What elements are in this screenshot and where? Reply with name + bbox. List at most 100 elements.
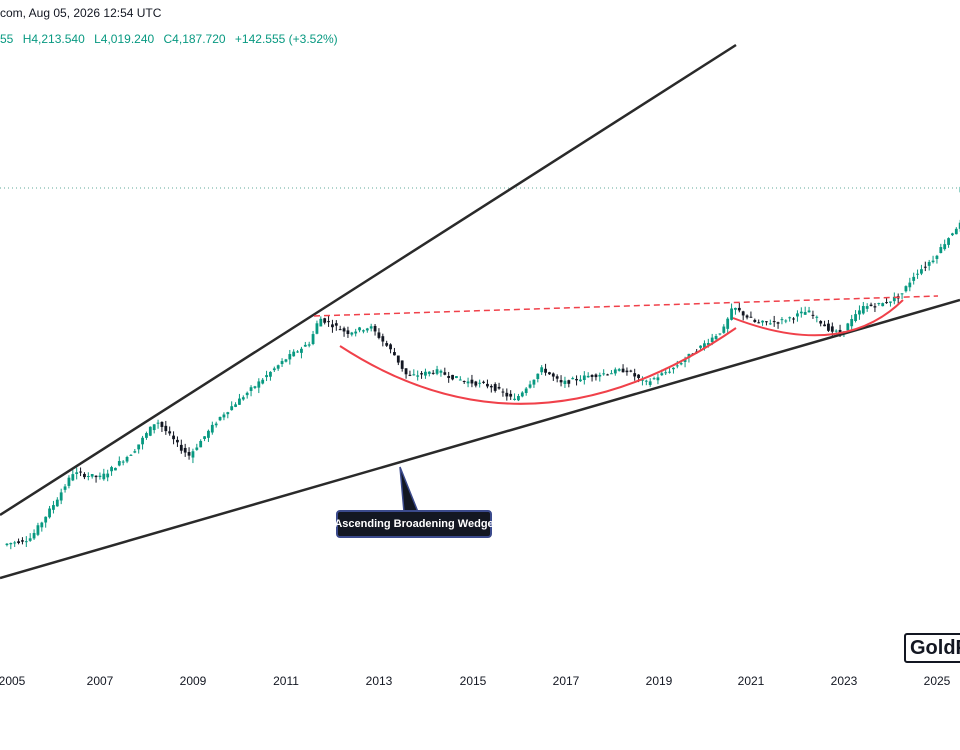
x-tick-label: 2017 xyxy=(553,674,580,688)
candle-body xyxy=(954,228,958,235)
candle-body xyxy=(617,369,621,371)
candle-body xyxy=(447,376,451,378)
candle-body xyxy=(606,374,609,376)
candle-body xyxy=(21,540,24,542)
candle-body xyxy=(803,312,807,315)
candle-body xyxy=(59,492,63,501)
candle-body xyxy=(834,330,838,332)
candle-body xyxy=(741,311,745,316)
candle-body xyxy=(486,383,489,387)
candle-body xyxy=(656,377,660,381)
candle-body xyxy=(772,321,776,323)
candle-body xyxy=(672,367,675,370)
candle-body xyxy=(679,363,683,365)
x-tick-label: 2009 xyxy=(180,674,207,688)
candle-body xyxy=(590,374,594,377)
candle-body xyxy=(257,381,261,388)
brand-watermark: GoldP xyxy=(904,633,960,663)
candle-body xyxy=(799,311,803,314)
candle-body xyxy=(114,467,117,471)
candle-body xyxy=(900,293,904,295)
candle-body xyxy=(272,368,276,371)
candle-body xyxy=(5,543,9,546)
candle-body xyxy=(838,329,842,334)
candle-body xyxy=(71,474,75,481)
candle-body xyxy=(559,380,563,383)
candle-body xyxy=(183,447,187,453)
candle-body xyxy=(858,310,861,315)
candle-body xyxy=(644,380,648,382)
candle-body xyxy=(141,437,144,445)
candle-body xyxy=(234,404,237,407)
candle-body xyxy=(854,314,857,321)
candle-body xyxy=(156,422,160,424)
candle-body xyxy=(745,315,749,318)
resistance-line xyxy=(313,295,939,317)
candle-body xyxy=(927,261,931,266)
candle-body xyxy=(482,381,485,383)
candle-body xyxy=(889,301,892,303)
candle-body xyxy=(513,398,516,400)
candle-body xyxy=(768,323,772,325)
candle-body xyxy=(718,333,722,335)
candle-body xyxy=(24,541,28,543)
ohlc-open: 55 xyxy=(0,32,14,46)
candle-body xyxy=(722,326,726,333)
candle-body xyxy=(288,354,292,360)
candle-body xyxy=(602,373,606,375)
candle-body xyxy=(520,392,524,397)
candle-body xyxy=(532,379,536,385)
candle-body xyxy=(621,368,625,373)
candle-body xyxy=(230,406,234,411)
candle-body xyxy=(106,473,110,478)
candle-body xyxy=(199,440,203,448)
candle-body xyxy=(850,319,854,327)
candle-body xyxy=(133,451,137,453)
candle-body xyxy=(509,393,513,397)
candle-body xyxy=(540,367,544,373)
candle-body xyxy=(501,391,505,393)
candle-body xyxy=(373,325,377,332)
candle-body xyxy=(315,323,319,334)
candle-body xyxy=(823,324,826,327)
candle-body xyxy=(920,269,923,274)
candle-body xyxy=(63,486,67,490)
candle-body xyxy=(753,319,757,323)
candle-body xyxy=(17,541,20,544)
candle-body xyxy=(830,326,834,332)
candle-body xyxy=(13,542,17,544)
candle-body xyxy=(55,499,59,507)
candle-body xyxy=(381,336,385,342)
candle-body xyxy=(861,306,865,314)
candle-body xyxy=(765,321,768,323)
candle-body xyxy=(265,375,268,378)
candle-body xyxy=(439,370,443,373)
candle-body xyxy=(497,386,501,389)
candle-body xyxy=(238,398,241,405)
ohlc-readout: 55 H4,213.540 L4,019.240 C4,187.720 +142… xyxy=(0,32,344,46)
candle-body xyxy=(613,369,617,374)
candle-body xyxy=(687,353,691,358)
candles-group xyxy=(5,186,960,550)
candle-body xyxy=(210,424,214,433)
candle-body xyxy=(94,475,98,478)
candle-body xyxy=(660,373,664,376)
candle-body xyxy=(284,359,288,362)
candle-body xyxy=(458,379,462,381)
candle-body xyxy=(935,255,939,259)
candle-body xyxy=(187,452,191,456)
candle-body xyxy=(563,380,567,385)
candle-body xyxy=(311,334,315,345)
x-axis: 2005 2007 2009 2011 2013 2015 2017 2019 2021 2023… xyxy=(0,674,951,688)
candle-body xyxy=(811,314,815,316)
cup-arc-large xyxy=(339,327,737,405)
annotation-callout[interactable]: Ascending Broadening Wedge xyxy=(334,510,494,538)
candle-body xyxy=(648,381,652,385)
candle-body xyxy=(827,323,830,331)
candle-body xyxy=(780,319,784,321)
candle-body xyxy=(195,447,199,450)
candle-body xyxy=(203,436,206,439)
candle-body xyxy=(916,273,919,275)
candle-body xyxy=(443,372,447,375)
